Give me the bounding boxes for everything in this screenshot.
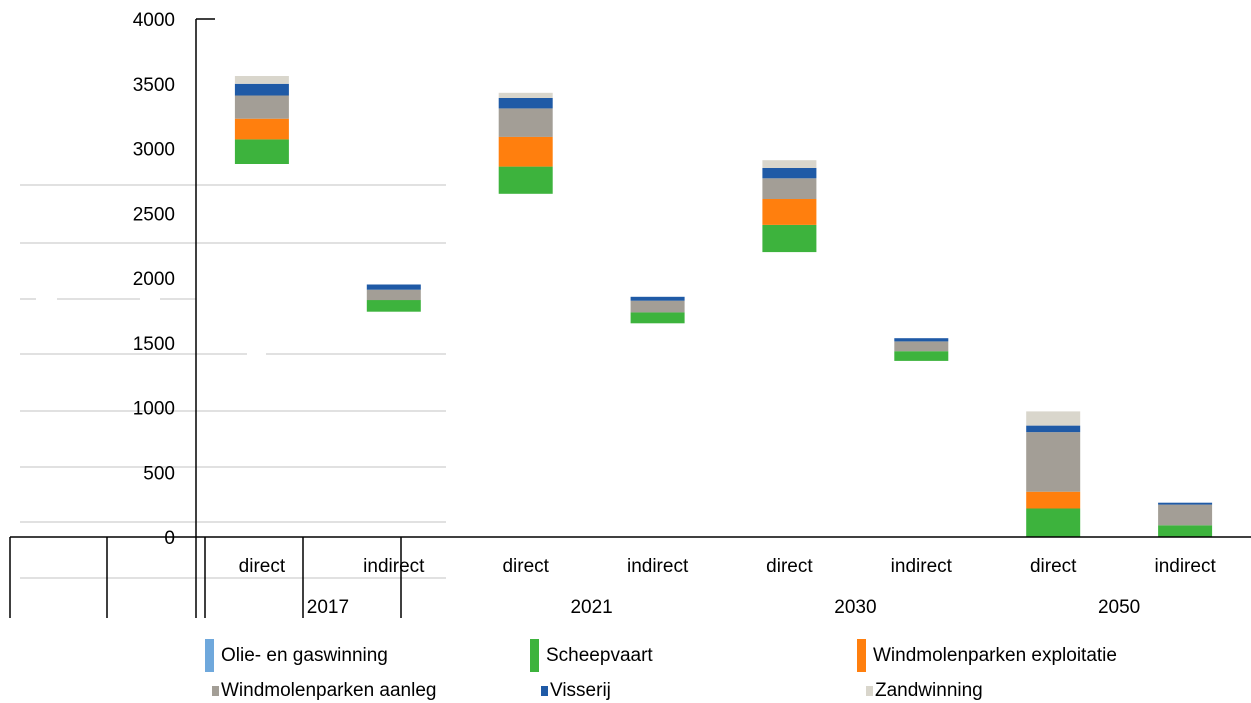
legend-item-zandwinning: Zandwinning	[866, 680, 983, 702]
y-tick-label-3000: 3000	[133, 140, 175, 161]
bar-segment-visserij-6	[1026, 425, 1081, 433]
y-tick-label-1500: 1500	[133, 334, 175, 355]
legend-item-windmolenparken-aanleg: Windmolenparken aanleg	[212, 680, 436, 702]
bar-segment-scheepvaart-1	[366, 300, 421, 312]
legend-swatch	[857, 639, 866, 672]
bar-segment-visserij-1	[366, 284, 421, 290]
x-tick-label-indirect-1: indirect	[363, 556, 425, 577]
x-tick-label-indirect-7: indirect	[1154, 556, 1216, 577]
x-tick-label-direct-4: direct	[766, 556, 813, 577]
y-tick-label-3500: 3500	[133, 75, 175, 96]
bar-segment-visserij-3	[630, 296, 685, 301]
legend-label: Olie- en gaswinning	[221, 644, 388, 666]
bars	[234, 76, 1213, 537]
legend-swatch	[866, 686, 873, 696]
legend-item-scheepvaart: Scheepvaart	[530, 639, 653, 672]
axes	[9, 18, 1251, 618]
y-tick-label-500: 500	[143, 463, 175, 484]
bar-segment-visserij-5	[894, 338, 949, 342]
bar-segment-windmolenparken-aanleg-4	[762, 178, 817, 199]
legend-label: Windmolenparken aanleg	[221, 680, 437, 701]
bar-segment-visserij-2	[498, 98, 553, 109]
group-label-2017: 2017	[307, 597, 349, 618]
y-tick-label-2500: 2500	[133, 204, 175, 225]
y-tick-label-4000: 4000	[133, 10, 175, 31]
bar-segment-scheepvaart-4	[762, 224, 817, 253]
y-tick-labels: 0 500 1000 1500 2000 2500 3000 3500 4000	[133, 10, 175, 549]
bar-segment-visserij-4	[762, 167, 817, 179]
legend: Olie- en gaswinning Scheepvaart Windmole…	[0, 636, 1251, 703]
bar-segment-scheepvaart-7	[1158, 525, 1213, 537]
bar-segment-windmolenparken-aanleg-1	[366, 289, 421, 301]
bar-segment-windmolenparken-exploitatie-2	[498, 136, 553, 167]
legend-label: Scheepvaart	[546, 644, 653, 666]
bar-segment-windmolenparken-aanleg-6	[1026, 432, 1081, 492]
x-tick-label-indirect-3: indirect	[627, 556, 689, 577]
y-tick-label-2000: 2000	[133, 269, 175, 290]
legend-swatch	[530, 639, 539, 672]
bar-segment-zandwinning-2	[498, 92, 553, 98]
bar-segment-windmolenparken-exploitatie-0	[234, 118, 289, 140]
x-tick-labels: direct indirect direct indirect direct indire…	[239, 556, 1217, 577]
legend-item-visserij: Visserij	[541, 680, 611, 702]
legend-swatch	[541, 686, 548, 696]
group-label-2030: 2030	[834, 597, 876, 618]
legend-label: Zandwinning	[875, 680, 983, 701]
legend-item-windmolenparken-exploitatie: Windmolenparken exploitatie	[857, 639, 1117, 672]
bar-segment-scheepvaart-6	[1026, 508, 1081, 537]
group-label-2050: 2050	[1098, 597, 1140, 618]
bar-segment-windmolenparken-aanleg-7	[1158, 504, 1213, 526]
bar-segment-windmolenparken-exploitatie-6	[1026, 491, 1081, 509]
group-labels: 2017 2021 2030 2050	[307, 597, 1140, 618]
bar-segment-windmolenparken-aanleg-3	[630, 300, 685, 313]
x-tick-label-indirect-5: indirect	[891, 556, 953, 577]
bar-segment-windmolenparken-aanleg-2	[498, 108, 553, 137]
group-label-2021: 2021	[570, 597, 612, 618]
legend-label: Visserij	[550, 680, 611, 701]
bar-segment-windmolenparken-aanleg-0	[234, 95, 289, 119]
bar-segment-scheepvaart-5	[894, 351, 949, 361]
x-tick-label-direct-0: direct	[239, 556, 286, 577]
legend-swatch	[212, 686, 219, 696]
gridlines	[20, 184, 446, 579]
bar-segment-zandwinning-6	[1026, 411, 1081, 426]
bar-segment-zandwinning-0	[234, 76, 289, 84]
bar-segment-scheepvaart-3	[630, 312, 685, 324]
bar-segment-zandwinning-4	[762, 160, 817, 168]
bar-segment-windmolenparken-exploitatie-4	[762, 199, 817, 225]
bar-segment-windmolenparken-aanleg-5	[894, 341, 949, 352]
legend-label: Windmolenparken exploitatie	[873, 644, 1117, 666]
chart: 0 500 1000 1500 2000 2500 3000 3500 4000 direct i…	[9, 10, 1251, 618]
bar-segment-scheepvaart-2	[498, 166, 553, 194]
bar-segment-visserij-7	[1158, 502, 1213, 505]
bar-segment-visserij-0	[234, 83, 289, 96]
y-tick-label-0: 0	[164, 528, 175, 549]
legend-item-olie-en-gaswinning: Olie- en gaswinning	[205, 639, 388, 672]
bar-segment-scheepvaart-0	[234, 139, 289, 164]
x-tick-label-direct-6: direct	[1030, 556, 1077, 577]
x-tick-label-direct-2: direct	[502, 556, 549, 577]
legend-swatch	[205, 639, 214, 672]
y-tick-label-1000: 1000	[133, 399, 175, 420]
